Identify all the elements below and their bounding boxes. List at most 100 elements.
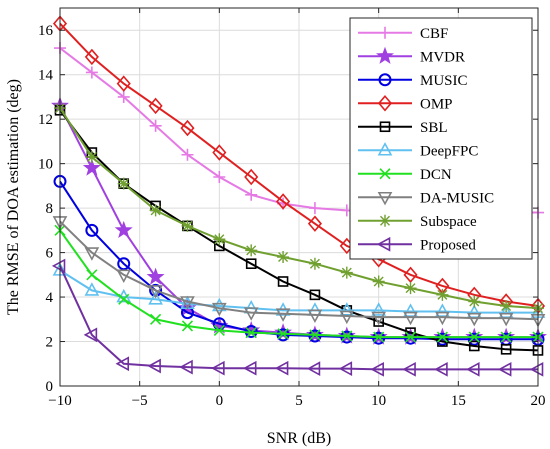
marker-square bbox=[277, 276, 289, 287]
legend-item: DCN bbox=[358, 167, 452, 183]
marker-diamond bbox=[244, 168, 259, 186]
legend-box bbox=[349, 17, 533, 260]
y-tick-label: 6 bbox=[46, 246, 54, 262]
legend-label: MVDR bbox=[420, 49, 465, 65]
marker-triangle-left bbox=[51, 258, 66, 274]
series-proposed bbox=[51, 258, 544, 377]
legend-label: SBL bbox=[420, 120, 448, 136]
marker-x bbox=[404, 331, 417, 343]
series-line bbox=[59, 22, 539, 307]
marker-plus bbox=[308, 202, 321, 215]
series-line bbox=[59, 220, 539, 321]
marker-triangle-left bbox=[466, 361, 480, 377]
legend-item: MVDR bbox=[358, 46, 465, 65]
marker-diamond bbox=[212, 144, 227, 161]
marker-triangle-up bbox=[377, 142, 393, 156]
marker-asterisk bbox=[372, 275, 385, 288]
legend-label: CBF bbox=[420, 26, 448, 42]
marker-triangle-left bbox=[179, 359, 193, 375]
legend-item: DeepFPC bbox=[358, 142, 478, 159]
marker-triangle-down bbox=[116, 269, 132, 283]
marker-triangle-down bbox=[339, 310, 355, 325]
marker-triangle-left bbox=[243, 360, 257, 376]
marker-asterisk bbox=[277, 251, 290, 264]
marker-star bbox=[82, 158, 101, 176]
marker-plus bbox=[213, 170, 226, 183]
series-layer bbox=[50, 15, 548, 377]
x-tick-label: 20 bbox=[531, 393, 546, 409]
marker-square bbox=[309, 289, 321, 301]
marker-plus bbox=[379, 26, 391, 39]
marker-circle bbox=[372, 331, 386, 345]
marker-triangle-left bbox=[83, 327, 98, 343]
marker-plus bbox=[245, 188, 258, 201]
marker-triangle-left bbox=[274, 360, 289, 376]
marker-asterisk bbox=[436, 288, 449, 301]
y-tick-label: 16 bbox=[38, 23, 54, 39]
marker-plus bbox=[117, 90, 130, 103]
y-tick-label: 12 bbox=[38, 112, 53, 128]
marker-asterisk bbox=[213, 233, 226, 246]
marker-diamond bbox=[84, 48, 99, 66]
x-tick-label: 0 bbox=[216, 393, 224, 409]
marker-triangle-down bbox=[148, 285, 163, 299]
y-tick-label: 4 bbox=[46, 290, 54, 306]
marker-asterisk bbox=[245, 244, 258, 257]
marker-triangle-up bbox=[466, 304, 482, 318]
marker-x bbox=[373, 331, 385, 343]
marker-triangle-up bbox=[498, 304, 514, 318]
marker-circle bbox=[212, 317, 226, 331]
marker-triangle-down bbox=[243, 307, 259, 321]
marker-triangle-left bbox=[338, 361, 353, 377]
series-line bbox=[59, 269, 538, 314]
legend: CBF MVDR MUSIC OMP SBL DeepFPC DCN DA-MUSIC Subs… bbox=[349, 17, 533, 260]
marker-triangle-left bbox=[529, 361, 544, 377]
marker-star bbox=[114, 220, 133, 239]
legend-item: DA-MUSIC bbox=[358, 190, 494, 206]
y-tick-label: 0 bbox=[46, 379, 54, 395]
marker-triangle-down bbox=[498, 312, 514, 327]
legend-item: CBF bbox=[358, 26, 448, 42]
series-subspace bbox=[54, 102, 544, 315]
marker-circle bbox=[467, 332, 481, 346]
marker-triangle-left bbox=[306, 361, 321, 377]
y-tick-label: 2 bbox=[46, 335, 54, 351]
marker-asterisk bbox=[308, 257, 321, 270]
x-tick-label: −10 bbox=[48, 393, 71, 409]
marker-diamond bbox=[148, 97, 163, 115]
marker-asterisk bbox=[117, 177, 130, 190]
marker-diamond bbox=[403, 266, 418, 284]
y-tick-label: 8 bbox=[46, 201, 54, 217]
series-line bbox=[59, 229, 538, 339]
legend-label: DA-MUSIC bbox=[420, 190, 494, 206]
marker-square bbox=[468, 340, 480, 352]
series-line bbox=[59, 107, 539, 310]
marker-square bbox=[500, 344, 512, 355]
legend-label: MUSIC bbox=[420, 73, 468, 89]
marker-plus bbox=[85, 66, 98, 79]
marker-x bbox=[379, 168, 391, 180]
legend-item: OMP bbox=[358, 95, 453, 112]
marker-x bbox=[468, 331, 480, 343]
marker-triangle-left bbox=[376, 236, 391, 252]
marker-triangle-up bbox=[148, 291, 163, 305]
x-tick-label: 10 bbox=[371, 393, 386, 409]
marker-asterisk bbox=[149, 204, 162, 217]
y-axis-title: The RMSE of DOA estimation (deg) bbox=[5, 79, 22, 315]
marker-x bbox=[150, 313, 162, 325]
y-tick-label: 10 bbox=[38, 157, 53, 173]
marker-diamond bbox=[180, 119, 195, 137]
series-line bbox=[59, 109, 539, 352]
marker-triangle-up bbox=[84, 282, 100, 296]
marker-x bbox=[118, 293, 130, 305]
marker-x bbox=[309, 329, 321, 341]
marker-triangle-up bbox=[211, 297, 227, 312]
marker-square bbox=[379, 121, 391, 133]
marker-triangle-left bbox=[115, 356, 130, 372]
marker-triangle-left bbox=[497, 361, 512, 377]
legend-label: DeepFPC bbox=[420, 143, 478, 159]
marker-star bbox=[146, 267, 165, 285]
marker-triangle-left bbox=[370, 361, 384, 377]
marker-x bbox=[500, 331, 512, 343]
